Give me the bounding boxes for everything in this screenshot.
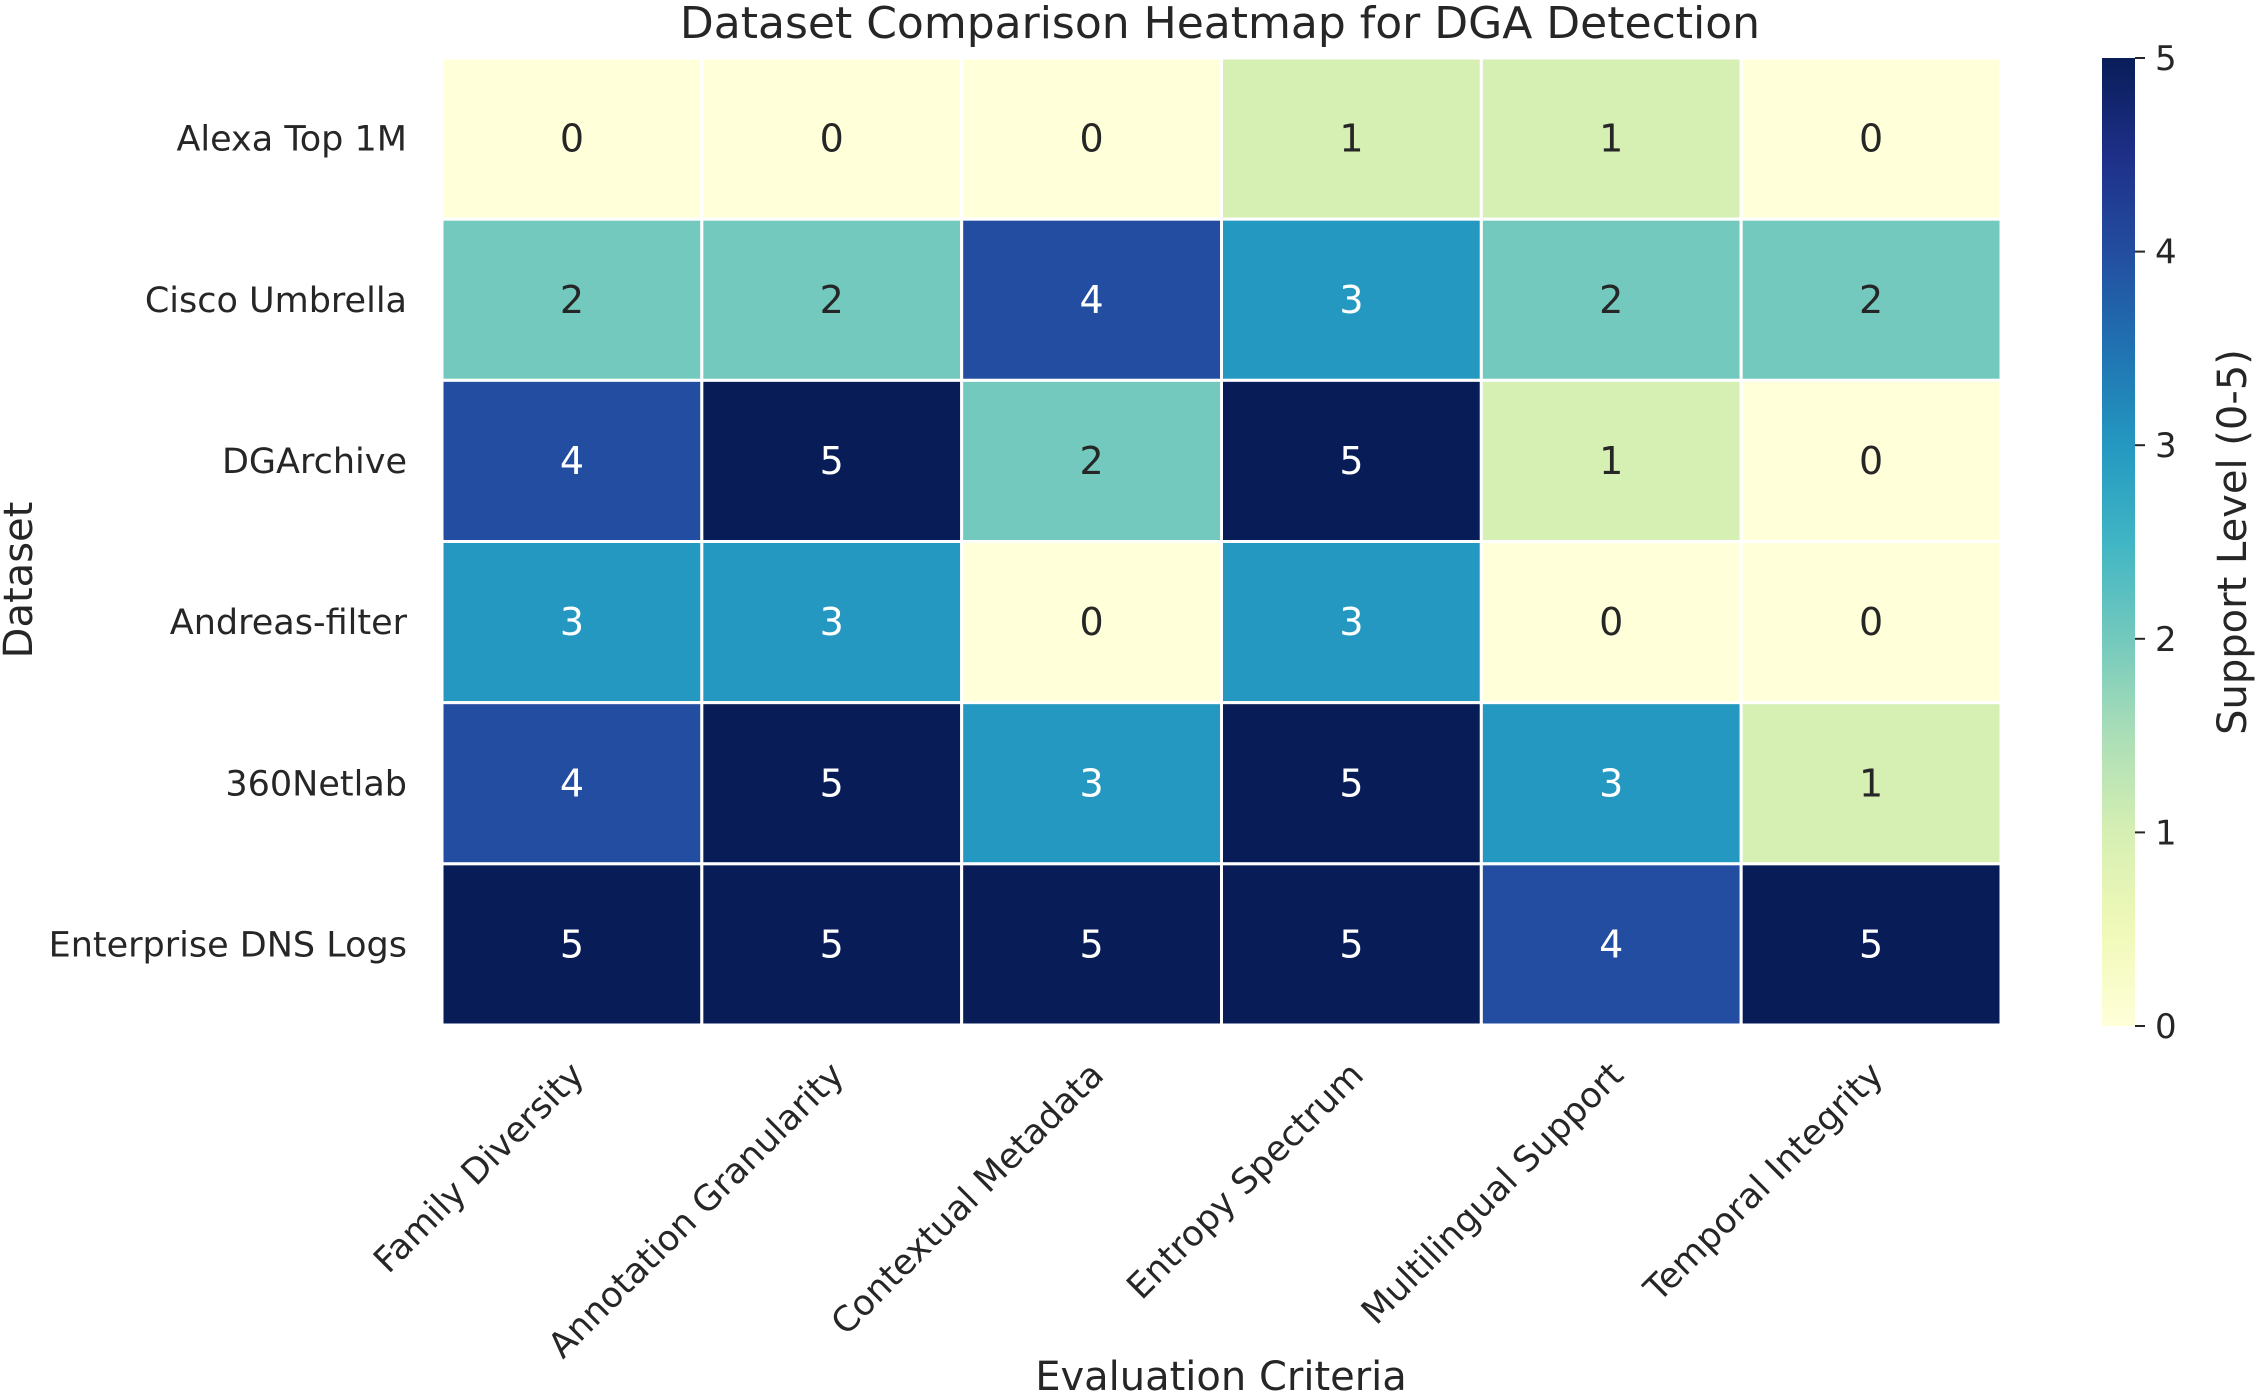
colorbar-tick-label: 1 [2155,813,2177,853]
y-tick-label: 360Netlab [225,764,407,804]
cell-value-label: 5 [820,439,844,483]
colorbar-tick-label: 0 [2155,1007,2177,1047]
cell-value-label: 5 [1339,922,1363,966]
cell-value-label: 0 [1859,117,1883,161]
cell-value-label: 3 [560,600,584,644]
cell-alexa-top-1m-contextual-metadata [960,56,1224,221]
x-tick-label: Family Diversity [366,1055,592,1281]
colorbar-tick-label: 5 [2155,39,2177,79]
cell-value-label: 5 [560,922,584,966]
cell-360netlab-temporal-integrity [1739,701,2003,866]
y-axis-label: Dataset [0,502,42,659]
chart-title: Dataset Comparison Heatmap for DGA Detec… [680,0,1760,49]
cell-value-label: 4 [560,439,584,483]
cell-value-label: 0 [1599,600,1623,644]
cell-value-label: 3 [820,600,844,644]
cell-value-label: 0 [1859,439,1883,483]
cell-value-label: 2 [1599,278,1623,322]
cell-value-label: 1 [1859,761,1883,805]
y-tick-labels: Alexa Top 1M Cisco Umbrella DGArchive Andre… [49,120,408,966]
cell-alexa-top-1m-temporal-integrity [1739,56,2003,221]
cell-value-label: 5 [820,922,844,966]
cell-andreas-filter-temporal-integrity [1739,540,2003,705]
cell-value-label: 4 [560,761,584,805]
cell-andreas-filter-annotation-granularity [700,540,964,705]
cell-value-label: 1 [1599,117,1623,161]
cell-360netlab-contextual-metadata [960,701,1224,866]
x-axis-label: Evaluation Criteria [1035,1354,1407,1395]
cell-value-label: 1 [1339,117,1363,161]
cell-andreas-filter-family-diversity [440,540,704,705]
colorbar-tick-label: 4 [2155,233,2177,273]
cell-alexa-top-1m-annotation-granularity [700,56,964,221]
cell-value-label: 5 [1339,761,1363,805]
y-tick-label: Alexa Top 1M [176,120,407,160]
x-tick-label: Entropy Spectrum [1120,1055,1372,1307]
y-tick-label: Enterprise DNS Logs [49,925,407,965]
cell-dgarchive-temporal-integrity [1739,378,2003,544]
cell-value-label: 5 [820,761,844,805]
cell-360netlab-family-diversity [440,701,704,866]
cell-value-label: 3 [1599,761,1623,805]
cell-cisco-umbrella-annotation-granularity [700,217,964,382]
cell-value-label: 4 [1599,922,1623,966]
cell-andreas-filter-contextual-metadata [960,540,1224,705]
x-tick-label: Annotation Granularity [541,1055,852,1366]
cell-enterprise-dns-logs-multilingual-support [1479,862,1743,1027]
colorbar-label: Support Level (0-5) [2210,349,2256,735]
cell-dgarchive-multilingual-support [1479,378,1743,544]
cell-value-label: 0 [1079,117,1103,161]
cell-value-label: 0 [560,117,584,161]
colorbar-tick-label: 3 [2155,426,2177,466]
cell-dgarchive-entropy-spectrum [1220,378,1483,544]
cell-enterprise-dns-logs-family-diversity [440,862,704,1027]
colorbar-ticks: 0 1 2 3 4 5 [2135,39,2177,1047]
cell-value-label: 0 [820,117,844,161]
cell-enterprise-dns-logs-temporal-integrity [1739,862,2003,1027]
cell-enterprise-dns-logs-entropy-spectrum [1220,862,1483,1027]
cell-value-label: 3 [1079,761,1103,805]
x-tick-label: Multilingual Support [1354,1055,1631,1332]
cell-value-label: 5 [1339,439,1363,483]
cell-alexa-top-1m-entropy-spectrum [1220,56,1483,221]
cell-value-label: 5 [1079,922,1103,966]
cell-cisco-umbrella-entropy-spectrum [1220,217,1483,382]
x-tick-label: Temporal Integrity [1636,1055,1891,1310]
cell-dgarchive-annotation-granularity [700,378,964,544]
cell-360netlab-multilingual-support [1479,701,1743,866]
cell-value-label: 1 [1599,439,1623,483]
cell-andreas-filter-entropy-spectrum [1220,540,1483,705]
cell-value-label: 2 [820,278,844,322]
colorbar-tick-label: 2 [2155,620,2177,660]
heatmap-cells [440,56,2003,1027]
cell-cisco-umbrella-temporal-integrity [1739,217,2003,382]
cell-value-label: 3 [1339,600,1363,644]
cell-value-label: 0 [1859,600,1883,644]
cell-value-label: 4 [1079,278,1103,322]
cell-value-label: 5 [1859,922,1883,966]
cell-value-label: 3 [1339,278,1363,322]
cell-360netlab-entropy-spectrum [1220,701,1483,866]
cell-andreas-filter-multilingual-support [1479,540,1743,705]
cell-value-label: 2 [1859,278,1883,322]
y-tick-label: Cisco Umbrella [145,281,407,321]
cell-alexa-top-1m-family-diversity [440,56,704,221]
heatmap-cell-labels: 0 0 0 1 1 0 2 2 4 3 2 2 4 5 2 5 1 0 3 3 0 3 0 0 4 5 3 5 3 1 5 5 5 5 4 5 [560,117,1883,967]
cell-value-label: 2 [560,278,584,322]
y-tick-label: Andreas-filter [170,603,408,643]
x-tick-label: Contextual Metadata [824,1055,1112,1343]
cell-value-label: 2 [1079,439,1103,483]
cell-value-label: 0 [1079,600,1103,644]
colorbar [2102,58,2135,1026]
y-tick-label: DGArchive [222,442,407,482]
